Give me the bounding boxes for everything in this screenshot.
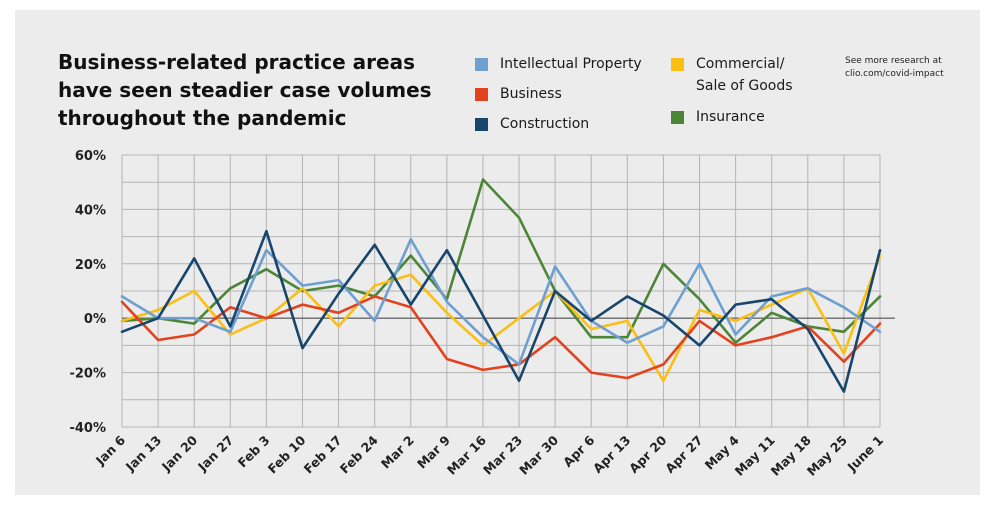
legend-item-commercial-sale-of-goods: Commercial/ Sale of Goods: [671, 53, 793, 97]
x-tick-label: Mar 30: [516, 432, 561, 477]
legend-swatch: [671, 58, 684, 71]
y-tick-label: -40%: [69, 421, 106, 436]
x-tick-label: Apr 13: [590, 433, 634, 477]
x-tick-label: Apr 27: [662, 433, 706, 477]
series-line-commercial-sale-of-goods: [120, 254, 882, 383]
legend-swatch: [671, 111, 684, 124]
x-tick-label: Feb 10: [265, 432, 309, 476]
x-tick-label: Feb 17: [301, 433, 345, 477]
legend-item-business: Business: [475, 83, 562, 105]
series-line-construction: [120, 229, 882, 393]
legend-swatch: [475, 58, 488, 71]
x-tick-label: Jan 20: [158, 432, 200, 474]
legend-item-insurance: Insurance: [671, 106, 765, 128]
y-tick-label: 20%: [75, 258, 106, 273]
research-link-note: See more research at clio.com/covid-impa…: [845, 56, 944, 79]
x-tick-label: June 1: [844, 433, 886, 475]
y-tick-label: 60%: [75, 149, 106, 164]
legend-label: Commercial/ Sale of Goods: [696, 56, 793, 94]
x-tick-label: Mar 2: [378, 433, 417, 472]
legend-label: Construction: [500, 116, 590, 132]
y-tick-label: 40%: [75, 203, 106, 218]
x-tick-label: Apr 20: [626, 432, 670, 476]
x-tick-label: Mar 23: [480, 433, 525, 478]
x-tick-label: Jan 13: [122, 433, 164, 475]
legend-item-intellectual-property: Intellectual Property: [475, 53, 642, 75]
series-line-business: [120, 295, 882, 380]
legend-swatch: [475, 118, 488, 131]
chart-title: Business-related practice areas have see…: [58, 50, 432, 130]
legend-swatch: [475, 88, 488, 101]
y-tick-label: 0%: [84, 312, 106, 327]
x-tick-label: Feb 24: [337, 432, 381, 476]
legend-label: Business: [500, 86, 562, 102]
x-tick-label: May 25: [804, 433, 850, 479]
legend-label: Insurance: [696, 109, 765, 125]
y-tick-label: -20%: [69, 367, 106, 382]
legend-label: Intellectual Property: [500, 56, 642, 72]
legend-item-construction: Construction: [475, 113, 589, 135]
x-tick-label: Jan 27: [194, 433, 236, 475]
